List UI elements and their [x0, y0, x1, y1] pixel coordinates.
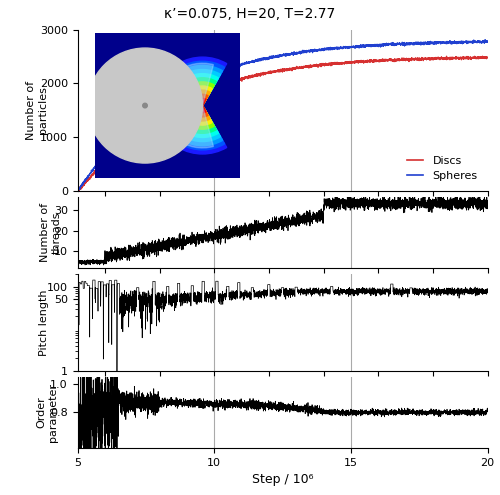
Spheres [270, 53, 276, 59]
Legend: Discs, Spheres: Discs, Spheres [402, 151, 482, 186]
Y-axis label: Pitch length: Pitch length [39, 289, 49, 356]
Spheres [484, 38, 490, 44]
Discs [480, 53, 486, 59]
Spheres [372, 43, 378, 49]
Discs [250, 74, 256, 80]
Spheres [74, 188, 80, 194]
Y-axis label: Number of
threads: Number of threads [40, 203, 62, 262]
Discs [270, 70, 276, 76]
Discs [472, 55, 478, 61]
Y-axis label: Number of
particles: Number of particles [26, 81, 48, 140]
Spheres [247, 60, 253, 66]
Discs [452, 55, 458, 61]
Discs [372, 57, 378, 63]
Discs [74, 188, 80, 194]
Spheres [74, 188, 80, 194]
Text: κ’=0.075, H=20, T=2.77: κ’=0.075, H=20, T=2.77 [164, 7, 336, 21]
Spheres [482, 37, 488, 43]
Spheres [472, 39, 478, 45]
Spheres [250, 58, 256, 64]
Discs [484, 54, 490, 60]
X-axis label: Step / 10⁶: Step / 10⁶ [252, 473, 313, 486]
Spheres [452, 39, 458, 45]
Line: Discs: Discs [78, 56, 488, 191]
Discs [246, 73, 252, 79]
Line: Spheres: Spheres [78, 40, 488, 191]
Y-axis label: Order
parameter: Order parameter [36, 383, 58, 442]
